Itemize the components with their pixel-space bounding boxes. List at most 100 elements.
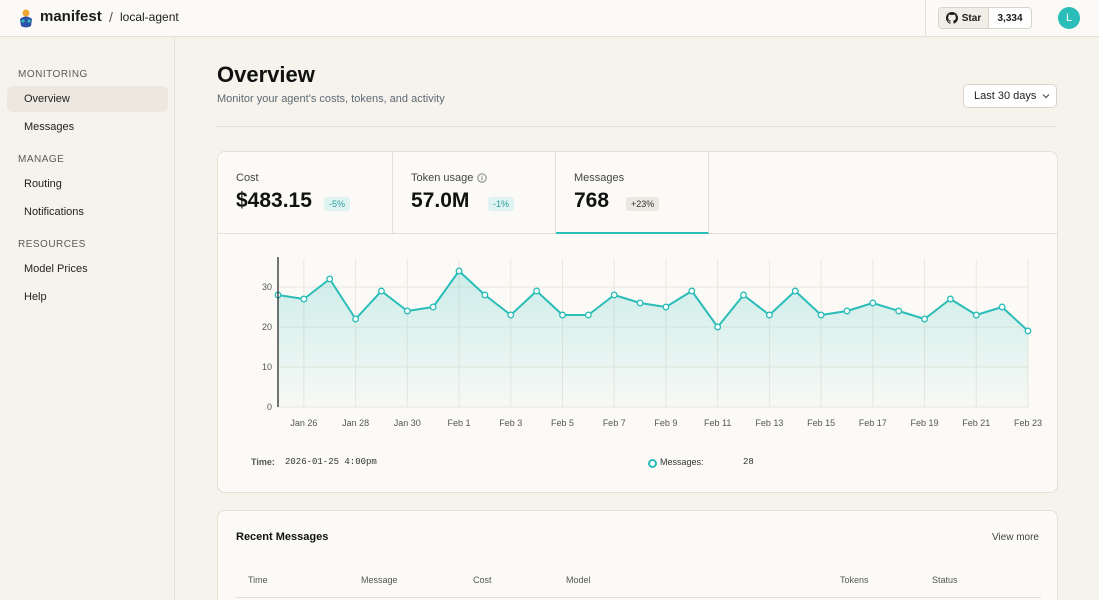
- y-tick-label: 20: [262, 322, 272, 332]
- column-header-status[interactable]: Status: [932, 575, 958, 585]
- sidebar-item-notifications[interactable]: Notifications: [24, 206, 84, 218]
- data-point[interactable]: [921, 315, 929, 323]
- column-header-tokens[interactable]: Tokens: [840, 575, 869, 585]
- view-more-link[interactable]: View more: [991, 532, 1039, 543]
- sidebar: MONITORING Overview Messages MANAGE Rout…: [0, 37, 175, 600]
- metric-label-text: Cost: [236, 172, 259, 184]
- star-label: Star: [961, 12, 982, 24]
- data-point[interactable]: [817, 311, 825, 319]
- metric-label-text: Token usage: [411, 172, 474, 184]
- data-point[interactable]: [352, 315, 360, 323]
- series-line-messages: [277, 270, 1029, 332]
- info-icon[interactable]: [477, 173, 488, 183]
- star-count[interactable]: 3,334: [997, 12, 1023, 24]
- data-point[interactable]: [455, 267, 463, 275]
- x-tick-label: Feb 23: [1014, 418, 1042, 428]
- data-point[interactable]: [946, 295, 954, 303]
- data-point[interactable]: [300, 295, 308, 303]
- breadcrumb-project[interactable]: local-agent: [120, 10, 179, 24]
- x-tick-label: Feb 21: [962, 418, 990, 428]
- brand-name[interactable]: manifest: [40, 8, 102, 25]
- recent-messages-title: Recent Messages: [236, 531, 329, 543]
- x-tick-label: Jan 26: [290, 418, 317, 428]
- column-header-message[interactable]: Message: [361, 575, 398, 585]
- data-point[interactable]: [895, 307, 903, 315]
- data-point[interactable]: [636, 299, 644, 307]
- data-point[interactable]: [765, 311, 773, 319]
- date-range-select[interactable]: Last 30 days: [963, 84, 1057, 108]
- manifest-logo-icon[interactable]: [16, 7, 36, 29]
- data-point[interactable]: [403, 307, 411, 315]
- metric-change-badge: -5%: [324, 197, 351, 211]
- data-point[interactable]: [869, 299, 877, 307]
- x-tick-label: Feb 5: [551, 418, 574, 428]
- data-point[interactable]: [377, 287, 385, 295]
- metrics-row: Cost $483.15 -5% Token usage 57.0M -1% M…: [218, 152, 1057, 234]
- sidebar-heading-resources: RESOURCES: [18, 239, 86, 250]
- metric-tab-cost[interactable]: Cost $483.15 -5%: [218, 152, 393, 234]
- data-point[interactable]: [714, 323, 722, 331]
- series-area-messages: [278, 271, 1028, 407]
- overview-card: Cost $483.15 -5% Token usage 57.0M -1% M…: [217, 151, 1058, 493]
- data-point[interactable]: [481, 291, 489, 299]
- user-avatar[interactable]: L: [1058, 7, 1080, 29]
- data-point[interactable]: [326, 275, 334, 283]
- data-point[interactable]: [791, 287, 799, 295]
- x-tick-label: Feb 19: [911, 418, 939, 428]
- x-tick-label: Jan 28: [342, 418, 369, 428]
- metric-value: 768: [574, 189, 610, 212]
- metric-tab-token-usage[interactable]: Token usage 57.0M -1%: [393, 152, 556, 234]
- table-header-divider: [236, 597, 1041, 598]
- github-star-button[interactable]: Star 3,334: [938, 7, 1032, 29]
- x-tick-label: Feb 3: [499, 418, 522, 428]
- metric-label: Messages: [574, 172, 624, 184]
- sidebar-heading-monitoring: MONITORING: [18, 69, 88, 80]
- data-point[interactable]: [429, 303, 437, 311]
- data-point[interactable]: [998, 303, 1006, 311]
- data-point[interactable]: [843, 307, 851, 315]
- sidebar-item-messages[interactable]: Messages: [24, 121, 75, 133]
- data-point[interactable]: [559, 311, 566, 319]
- data-point[interactable]: [533, 287, 541, 295]
- page-title: Overview: [217, 62, 315, 87]
- data-point[interactable]: [972, 311, 980, 319]
- data-point[interactable]: [740, 291, 747, 299]
- data-point[interactable]: [507, 311, 515, 319]
- metric-change-badge: +23%: [626, 197, 660, 211]
- metric-value: $483.15: [236, 189, 312, 212]
- readout-time-label: Time:: [251, 457, 275, 467]
- x-tick-label: Feb 11: [704, 418, 731, 428]
- date-range-value: Last 30 days: [974, 90, 1037, 102]
- data-point[interactable]: [584, 311, 592, 319]
- x-tick-label: Jan 30: [394, 418, 421, 428]
- messages-chart[interactable]: 0 10 20 30 Jan 26 Jan 28 Jan 30 Feb 1 Feb 3 Feb 5…: [218, 235, 1058, 445]
- x-tick-label: Feb 9: [654, 418, 677, 428]
- sidebar-item-routing[interactable]: Routing: [24, 178, 62, 190]
- column-header-model[interactable]: Model: [566, 575, 591, 585]
- metric-label: Cost: [236, 172, 259, 184]
- github-icon: [945, 12, 958, 24]
- sidebar-heading-manage: MANAGE: [18, 154, 65, 165]
- column-header-cost[interactable]: Cost: [473, 575, 492, 585]
- recent-messages-card: Recent Messages View more Time Message C…: [217, 510, 1058, 600]
- metric-value: 57.0M: [411, 189, 470, 212]
- sidebar-item-model-prices[interactable]: Model Prices: [24, 263, 88, 275]
- star-button-label[interactable]: Star: [939, 8, 989, 28]
- breadcrumb-separator: /: [109, 9, 113, 25]
- readout-series-label: Messages:: [660, 457, 704, 467]
- sidebar-item-help[interactable]: Help: [24, 291, 47, 303]
- x-tick-label: Feb 1: [448, 418, 471, 428]
- data-point[interactable]: [610, 291, 618, 299]
- series-legend-dot: [648, 459, 657, 468]
- x-tick-label: Feb 17: [859, 418, 887, 428]
- header-divider: [217, 126, 1057, 127]
- data-point[interactable]: [688, 287, 696, 295]
- readout-time-value: 2026-01-25 4:00pm: [285, 457, 377, 467]
- top-bar: manifest / local-agent Star 3,334 L: [0, 0, 1099, 37]
- column-header-time[interactable]: Time: [248, 575, 268, 585]
- data-point[interactable]: [662, 303, 670, 311]
- data-point[interactable]: [1024, 327, 1032, 335]
- sidebar-item-overview[interactable]: Overview: [7, 86, 168, 112]
- metric-tab-messages[interactable]: Messages 768 +23%: [556, 152, 709, 234]
- metric-change-badge: -1%: [488, 197, 515, 211]
